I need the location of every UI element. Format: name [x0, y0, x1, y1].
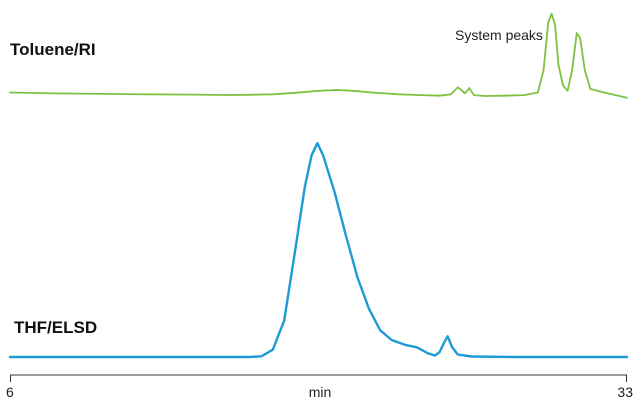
series-label-thf-elsd: THF/ELSD: [14, 318, 97, 337]
series-layer: [8, 12, 629, 359]
series-label-toluene-ri: Toluene/RI: [10, 40, 96, 59]
annotation-system-peaks: System peaks: [455, 27, 543, 43]
trace-toluene-ri: [9, 12, 628, 99]
x-tick-label-end: 33: [617, 384, 633, 400]
x-tick-label-start: 6: [6, 384, 14, 400]
trace-thf-elsd: [8, 142, 629, 359]
x-axis-title: min: [309, 384, 332, 400]
